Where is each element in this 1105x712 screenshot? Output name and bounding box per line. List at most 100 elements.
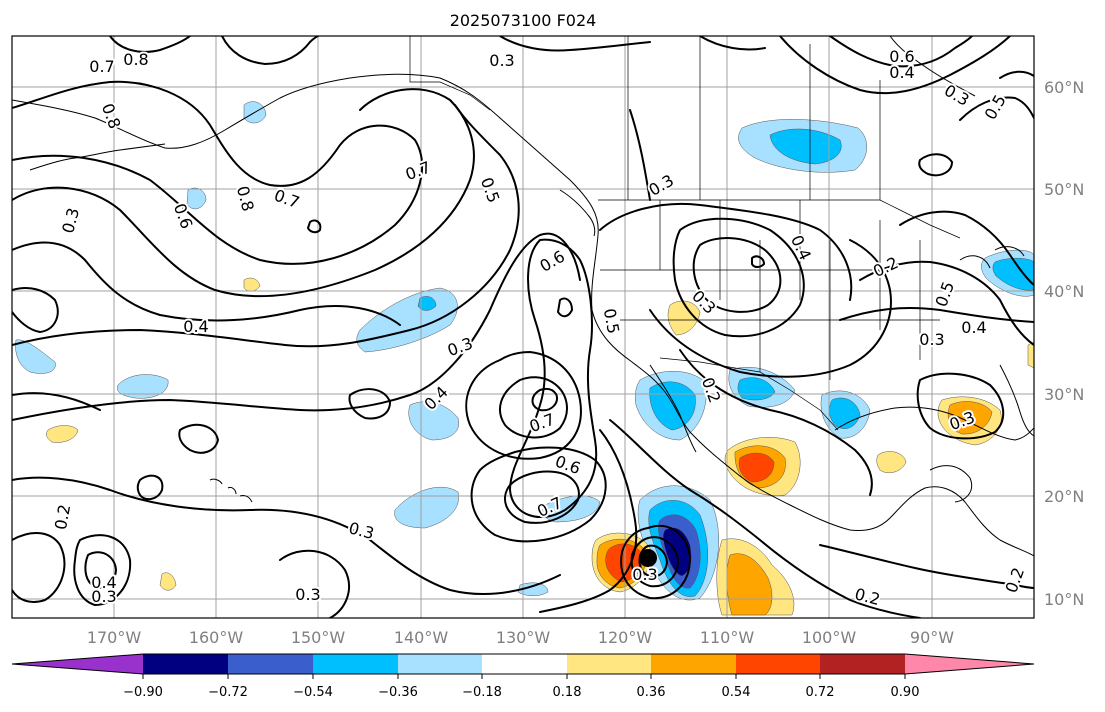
contour-label: 0.7 xyxy=(89,57,114,76)
contour-line xyxy=(12,532,66,603)
shade-pos-light xyxy=(1027,341,1034,369)
colorbar-tick-label: 0.54 xyxy=(722,685,751,700)
lat-label: 30°N xyxy=(1044,385,1084,404)
contour-line xyxy=(12,80,423,265)
contour-line xyxy=(629,109,651,201)
colorbar-tick-label: 0.18 xyxy=(553,685,582,700)
coastline-vancouver-island xyxy=(559,189,596,237)
contour-label: 0.4 xyxy=(889,63,914,82)
contour-line xyxy=(465,351,582,460)
colorbar-bin xyxy=(651,654,736,674)
contour-line xyxy=(599,202,853,301)
contour-line xyxy=(672,217,805,338)
shade-neg-light xyxy=(394,487,459,529)
shade-pos-light xyxy=(46,425,79,443)
longitude-labels: 170°W 160°W 150°W 140°W 130°W 120°W 110°… xyxy=(87,628,954,647)
colorbar-tick-label: −0.54 xyxy=(293,685,333,700)
contour-line xyxy=(819,544,1034,589)
contour-line xyxy=(348,388,391,420)
colorbar-tick-labels: −0.90 −0.72 −0.54 −0.36 −0.18 0.18 0.36 … xyxy=(123,685,919,700)
contour-line xyxy=(12,88,475,298)
lon-label: 130°W xyxy=(496,628,551,647)
lat-label: 60°N xyxy=(1044,78,1084,97)
contour-line xyxy=(557,297,573,318)
contour-line xyxy=(539,429,638,613)
lat-label: 40°N xyxy=(1044,282,1084,301)
contour-line xyxy=(12,476,561,596)
contour-label: 0.4 xyxy=(91,573,116,592)
contour-line xyxy=(829,36,973,68)
contour-line xyxy=(279,549,350,618)
contour-line xyxy=(499,376,568,439)
contour-label: 0.8 xyxy=(123,50,148,69)
contour-line xyxy=(12,287,59,333)
borders xyxy=(409,36,961,431)
colorbar-bin xyxy=(313,654,398,674)
colorbar-tick-label: −0.90 xyxy=(123,685,163,700)
contour-line xyxy=(959,96,1034,121)
contour-line xyxy=(136,474,164,501)
contour-line xyxy=(499,36,651,52)
contour-line xyxy=(12,241,401,326)
contour-line xyxy=(918,153,953,177)
shade-pos-light xyxy=(159,572,177,591)
colorbar-bin xyxy=(567,654,651,674)
shade-neg-light xyxy=(15,339,56,374)
lat-label: 20°N xyxy=(1044,487,1084,506)
lon-label: 140°W xyxy=(394,628,449,647)
graticule xyxy=(12,36,1034,618)
contour-line xyxy=(109,36,191,53)
contour-line xyxy=(221,36,319,65)
colorbar-tick-label: −0.72 xyxy=(208,685,248,700)
storm-center-marker xyxy=(639,549,657,567)
colorbar-bin xyxy=(143,654,228,674)
lon-label: 110°W xyxy=(700,628,755,647)
contour-line xyxy=(307,219,322,234)
contour-line xyxy=(470,446,607,543)
shade-neg-light xyxy=(186,187,207,210)
lon-label: 170°W xyxy=(87,628,142,647)
contour-label: 0.3 xyxy=(91,587,116,606)
shade-neg-medium xyxy=(992,258,1034,291)
lon-label: 160°W xyxy=(189,628,244,647)
shade-neg-light xyxy=(517,582,549,596)
colorbar-bin xyxy=(228,654,313,674)
shade-pos-red xyxy=(738,452,775,483)
lon-label: 120°W xyxy=(598,628,653,647)
contour-label: 0.3 xyxy=(632,565,657,584)
colorbar-bin xyxy=(736,654,820,674)
contour-line xyxy=(699,36,766,51)
contour-line xyxy=(679,349,873,496)
contour-line xyxy=(649,239,892,378)
contour-line xyxy=(12,104,520,348)
contour-label: 0.4 xyxy=(961,318,986,337)
colorbar-over-triangle xyxy=(905,654,1034,674)
colorbar-tick-label: −0.36 xyxy=(378,685,418,700)
border-canada-provinces xyxy=(627,36,881,200)
contour-line xyxy=(839,307,1034,323)
coastline-hawaii xyxy=(209,478,253,503)
coastline-aleutians xyxy=(29,143,166,171)
contour-line xyxy=(73,534,132,606)
colorbar-bin xyxy=(398,654,482,674)
colorbar-ticks xyxy=(142,674,906,679)
coastline-baja xyxy=(649,364,697,453)
contours xyxy=(12,36,1034,618)
colorbar-tick-label: 0.90 xyxy=(891,685,920,700)
latitude-labels: 10°N 20°N 30°N 40°N 50°N 60°N xyxy=(1044,78,1084,609)
figure-title: 2025073100 F024 xyxy=(450,11,597,30)
colorbar-under-triangle xyxy=(12,654,143,674)
contour-label: 0.4 xyxy=(183,317,208,336)
contour-line xyxy=(12,392,101,411)
coastline-yucatan xyxy=(929,465,973,503)
contour-line xyxy=(859,260,1034,346)
coastline-florida xyxy=(999,364,1034,437)
contour-line xyxy=(509,238,598,519)
colorbar-tick-label: −0.18 xyxy=(462,685,502,700)
contour-line xyxy=(999,70,1034,79)
border-states-1 xyxy=(600,200,940,380)
contour-line xyxy=(620,524,691,600)
shade-neg-medium xyxy=(769,128,842,165)
